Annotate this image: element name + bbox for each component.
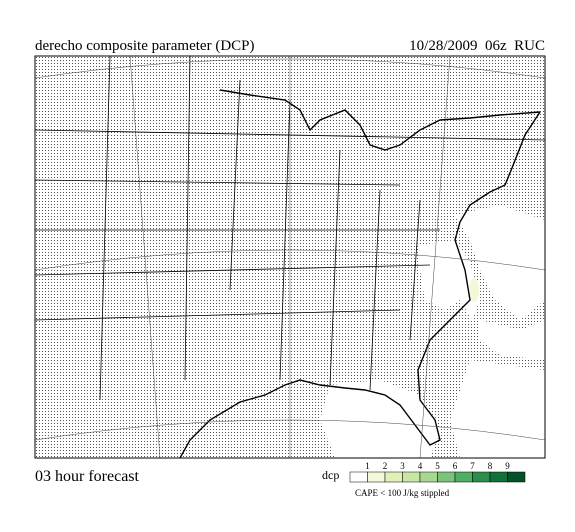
- legend-swatch: [489, 471, 508, 483]
- clear-area: [450, 360, 545, 458]
- legend-swatch: [437, 471, 456, 483]
- legend-label: 9: [505, 461, 510, 471]
- valid-time: 10/28/2009 06z RUC: [409, 38, 545, 54]
- map-frame: [34, 55, 546, 459]
- legend-swatch: [472, 471, 491, 483]
- clear-area: [455, 205, 545, 320]
- legend-label: 5: [435, 461, 440, 471]
- legend-swatch: [384, 471, 403, 483]
- map: [35, 56, 545, 458]
- forecast-label: 03 hour forecast: [35, 468, 140, 485]
- legend-label: 8: [488, 461, 493, 471]
- legend-label: 2: [383, 461, 388, 471]
- legend-label: 7: [470, 461, 475, 471]
- legend-label: 4: [418, 461, 423, 471]
- legend-swatch: [419, 471, 438, 483]
- legend-swatch: [367, 471, 386, 483]
- legend-swatch: [349, 471, 368, 483]
- clear-area: [480, 320, 545, 360]
- lat-lon-lines: [35, 56, 545, 458]
- legend-label: 3: [400, 461, 405, 471]
- legend: 1 2 3 4 5 6 7 8 9: [349, 461, 526, 483]
- legend-swatch: [402, 471, 421, 483]
- legend-label: 1: [365, 461, 370, 471]
- stipple-note: CAPE < 100 J/kg stippled: [355, 488, 450, 498]
- coastline: [179, 89, 541, 458]
- legend-label: 6: [453, 461, 458, 471]
- legend-title: dcp: [322, 468, 339, 482]
- legend-swatch: [454, 471, 473, 483]
- clear-area: [320, 380, 440, 458]
- legend-swatch: [507, 471, 526, 483]
- map-title: derecho composite parameter (DCP): [35, 38, 255, 54]
